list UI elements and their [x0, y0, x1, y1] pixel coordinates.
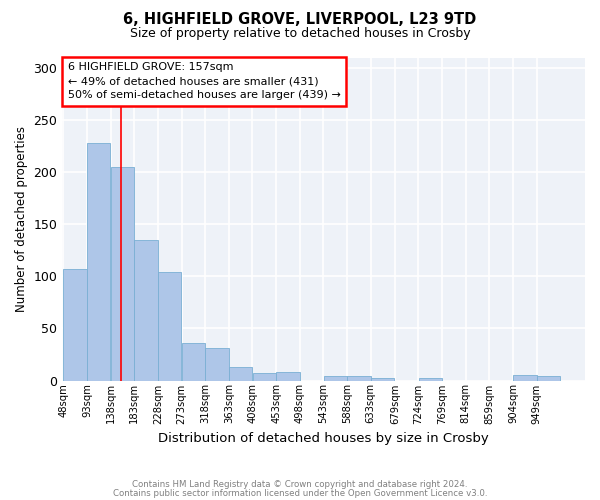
Bar — [371, 378, 394, 380]
Bar — [87, 143, 110, 380]
Bar — [134, 240, 158, 380]
Text: Contains HM Land Registry data © Crown copyright and database right 2024.: Contains HM Land Registry data © Crown c… — [132, 480, 468, 489]
Bar — [111, 167, 134, 380]
Bar — [253, 373, 276, 380]
Bar — [537, 376, 560, 380]
Bar — [205, 348, 229, 380]
Bar — [419, 378, 442, 380]
Bar — [513, 376, 536, 380]
Y-axis label: Number of detached properties: Number of detached properties — [15, 126, 28, 312]
X-axis label: Distribution of detached houses by size in Crosby: Distribution of detached houses by size … — [158, 432, 489, 445]
Text: 6, HIGHFIELD GROVE, LIVERPOOL, L23 9TD: 6, HIGHFIELD GROVE, LIVERPOOL, L23 9TD — [124, 12, 476, 28]
Text: Contains public sector information licensed under the Open Government Licence v3: Contains public sector information licen… — [113, 488, 487, 498]
Bar — [158, 272, 181, 380]
Bar — [64, 269, 87, 380]
Text: 6 HIGHFIELD GROVE: 157sqm
← 49% of detached houses are smaller (431)
50% of semi: 6 HIGHFIELD GROVE: 157sqm ← 49% of detac… — [68, 62, 340, 100]
Bar — [229, 367, 253, 380]
Bar — [347, 376, 371, 380]
Text: Size of property relative to detached houses in Crosby: Size of property relative to detached ho… — [130, 28, 470, 40]
Bar — [182, 343, 205, 380]
Bar — [323, 376, 347, 380]
Bar — [276, 372, 299, 380]
